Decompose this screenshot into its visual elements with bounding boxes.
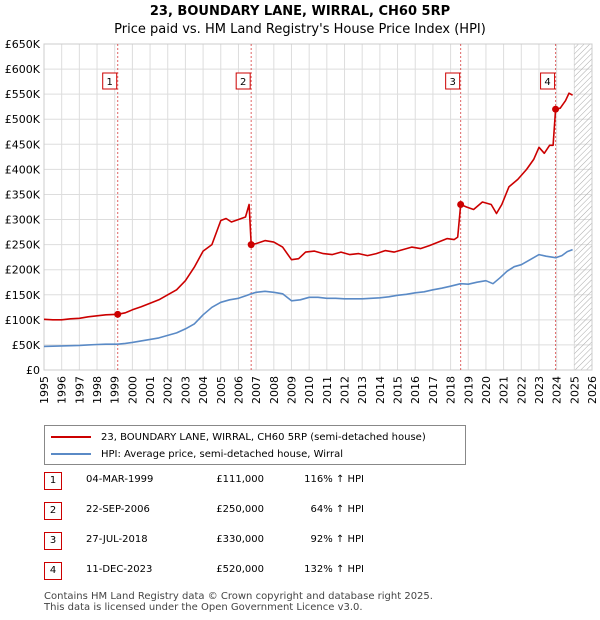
x-tick-label: 1995 [38, 376, 51, 404]
legend-swatch-hpi [51, 453, 91, 455]
x-tick-label: 2018 [445, 376, 458, 404]
x-tick-label: 2019 [462, 376, 475, 404]
sale-number-badge: 4 [44, 562, 62, 580]
y-tick-label: £600K [5, 63, 41, 76]
property-price-line [43, 92, 573, 321]
sale-number-label: 3 [449, 77, 455, 88]
sale-date: 11-DEC-2023 [86, 564, 153, 575]
x-tick-label: 2006 [232, 376, 245, 404]
sale-number-badge: 1 [44, 472, 62, 490]
sale-number-badge: 3 [44, 532, 62, 550]
sale-point [457, 200, 465, 208]
sale-number-box [540, 72, 556, 90]
forecast-hatch-region [574, 44, 592, 370]
sale-point [114, 310, 122, 318]
x-tick-label: 1999 [109, 376, 122, 404]
sale-price: £520,000 [216, 564, 264, 575]
hpi-line [43, 248, 573, 348]
x-tick-label: 2008 [268, 376, 281, 404]
x-tick-label: 2001 [144, 376, 157, 404]
sale-price: £250,000 [216, 504, 264, 515]
sale-date: 22-SEP-2006 [86, 504, 150, 515]
sale-date: 27-JUL-2018 [86, 534, 148, 545]
y-tick-label: £350K [5, 188, 41, 201]
sale-number-label: 2 [240, 77, 246, 88]
sale-price: £330,000 [216, 534, 264, 545]
x-tick-label: 2021 [498, 376, 511, 404]
sale-row: 2 22-SEP-2006 £250,000 64% ↑ HPI [44, 502, 464, 520]
x-tick-label: 2004 [197, 376, 210, 404]
sale-number-box [235, 72, 251, 90]
y-tick-label: £100K [5, 314, 41, 327]
y-tick-label: £400K [5, 163, 41, 176]
x-tick-label: 2022 [515, 376, 528, 404]
footer-line-2: This data is licensed under the Open Gov… [44, 602, 363, 613]
x-tick-label: 1998 [91, 376, 104, 404]
chart-legend: 23, BOUNDARY LANE, WIRRAL, CH60 5RP (sem… [44, 425, 466, 465]
sale-number-label: 1 [107, 77, 113, 88]
sale-date: 04-MAR-1999 [86, 474, 154, 485]
x-tick-label: 1997 [73, 376, 86, 404]
chart-subtitle: Price paid vs. HM Land Registry's House … [114, 22, 486, 37]
x-tick-label: 2024 [551, 376, 564, 404]
x-tick-label: 2003 [179, 376, 192, 404]
x-tick-label: 2000 [126, 376, 139, 404]
x-tick-label: 2002 [162, 376, 175, 404]
x-tick-label: 2026 [586, 376, 599, 404]
legend-label-property: 23, BOUNDARY LANE, WIRRAL, CH60 5RP (sem… [101, 431, 426, 443]
plot-area [44, 44, 592, 370]
x-tick-label: 2025 [568, 376, 581, 404]
y-tick-label: £300K [5, 214, 41, 227]
x-tick-label: 2010 [303, 376, 316, 404]
x-tick-label: 2023 [533, 376, 546, 404]
sale-hpi-change: 116% ↑ HPI [304, 474, 364, 485]
sale-number-label: 4 [544, 77, 550, 88]
y-tick-label: £200K [5, 264, 41, 277]
price-chart: £0 £50K £100K £150K £200K £250K £300K £350K £400… [5, 38, 599, 404]
legend-item-property: 23, BOUNDARY LANE, WIRRAL, CH60 5RP (sem… [51, 430, 426, 444]
sale-row: 4 11-DEC-2023 £520,000 132% ↑ HPI [44, 562, 464, 580]
sale-number-badge: 2 [44, 502, 62, 520]
sale-point [247, 241, 255, 249]
sale-number-box [445, 72, 461, 90]
x-tick-label: 2011 [321, 376, 334, 404]
y-tick-label: £650K [5, 38, 41, 51]
footer-line-1: Contains HM Land Registry data © Crown c… [44, 591, 433, 602]
x-tick-label: 2012 [339, 376, 352, 404]
sale-price: £111,000 [216, 474, 264, 485]
legend-label-hpi: HPI: Average price, semi-detached house,… [101, 448, 344, 460]
x-tick-label: 2009 [285, 376, 298, 404]
y-tick-label: £550K [5, 88, 41, 101]
x-tick-label: 2005 [215, 376, 228, 404]
y-tick-label: £250K [5, 239, 41, 252]
sale-hpi-change: 64% ↑ HPI [310, 504, 364, 515]
y-tick-label: £450K [5, 138, 41, 151]
plot-frame [43, 43, 593, 371]
sale-number-box [102, 72, 118, 90]
legend-item-hpi: HPI: Average price, semi-detached house,… [51, 447, 343, 461]
x-tick-label: 2015 [392, 376, 405, 404]
y-tick-label: £500K [5, 113, 41, 126]
x-tick-label: 2007 [250, 376, 263, 404]
sale-row: 1 04-MAR-1999 £111,000 116% ↑ HPI [44, 472, 464, 490]
x-tick-label: 2020 [480, 376, 493, 404]
sale-row: 3 27-JUL-2018 £330,000 92% ↑ HPI [44, 532, 464, 550]
y-tick-label: £150K [5, 289, 41, 302]
x-tick-label: 2017 [427, 376, 440, 404]
chart-title: 23, BOUNDARY LANE, WIRRAL, CH60 5RP [149, 4, 451, 19]
x-tick-label: 2016 [409, 376, 422, 404]
x-tick-label: 2013 [356, 376, 369, 404]
y-tick-label: £50K [12, 339, 41, 352]
y-tick-label: £0 [26, 364, 40, 377]
sale-hpi-change: 92% ↑ HPI [310, 534, 364, 545]
x-tick-label: 2014 [374, 376, 387, 404]
x-tick-label: 1996 [56, 376, 69, 404]
sale-point [552, 105, 560, 113]
legend-swatch-property [51, 436, 91, 438]
sale-hpi-change: 132% ↑ HPI [304, 564, 364, 575]
attribution-footer: Contains HM Land Registry data © Crown c… [44, 591, 433, 613]
